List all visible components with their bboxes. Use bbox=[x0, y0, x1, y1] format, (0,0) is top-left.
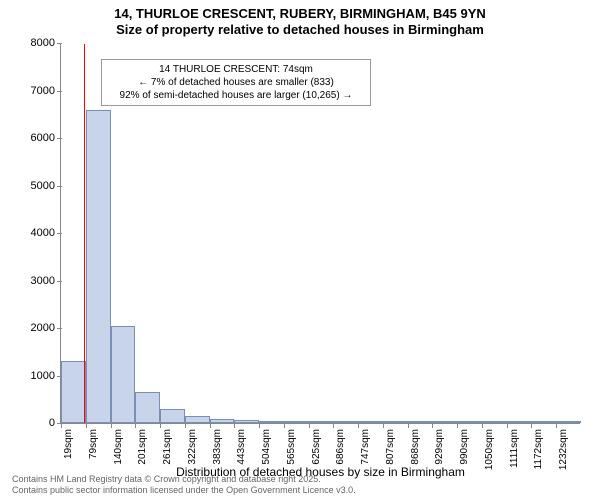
chart-title: 14, THURLOE CRESCENT, RUBERY, BIRMINGHAM… bbox=[0, 0, 600, 39]
histogram-bar bbox=[333, 421, 358, 423]
x-tick-mark bbox=[383, 423, 384, 428]
title-line-1: 14, THURLOE CRESCENT, RUBERY, BIRMINGHAM… bbox=[0, 6, 600, 22]
x-tick-mark bbox=[234, 423, 235, 428]
histogram-bar bbox=[111, 326, 136, 423]
histogram-bar bbox=[61, 361, 86, 423]
plot-region: Number of detached properties Distributi… bbox=[60, 44, 580, 424]
histogram-bar bbox=[309, 421, 334, 423]
histogram-bar bbox=[234, 420, 259, 423]
histogram-bar bbox=[210, 419, 235, 423]
x-tick-mark bbox=[185, 423, 186, 428]
x-tick-mark bbox=[432, 423, 433, 428]
title-line-2: Size of property relative to detached ho… bbox=[0, 22, 600, 38]
x-tick-mark bbox=[358, 423, 359, 428]
x-tick-mark bbox=[61, 423, 62, 428]
annotation-line-1: 14 THURLOE CRESCENT: 74sqm bbox=[108, 63, 364, 76]
x-tick-label: 868sqm bbox=[410, 429, 421, 465]
x-tick-label: 625sqm bbox=[311, 429, 322, 465]
x-tick-mark bbox=[556, 423, 557, 428]
y-tick: 4000 bbox=[31, 227, 61, 239]
x-tick-label: 140sqm bbox=[113, 429, 124, 465]
y-tick: 5000 bbox=[31, 180, 61, 192]
histogram-bar bbox=[135, 392, 160, 423]
annotation-box: 14 THURLOE CRESCENT: 74sqm ← 7% of detac… bbox=[101, 59, 371, 106]
x-tick-mark bbox=[135, 423, 136, 428]
x-tick-label: 807sqm bbox=[385, 429, 396, 465]
x-tick-label: 990sqm bbox=[459, 429, 470, 465]
x-tick-mark bbox=[160, 423, 161, 428]
x-tick-mark bbox=[457, 423, 458, 428]
x-tick-mark bbox=[531, 423, 532, 428]
x-tick-label: 747sqm bbox=[360, 429, 371, 465]
histogram-bar bbox=[556, 421, 581, 423]
property-marker-line bbox=[84, 44, 85, 423]
y-tick: 8000 bbox=[31, 37, 61, 49]
y-tick: 7000 bbox=[31, 85, 61, 97]
x-tick-mark bbox=[284, 423, 285, 428]
x-tick-mark bbox=[259, 423, 260, 428]
annotation-line-3: 92% of semi-detached houses are larger (… bbox=[108, 89, 364, 102]
x-tick-label: 443sqm bbox=[236, 429, 247, 465]
footer-attribution: Contains HM Land Registry data © Crown c… bbox=[12, 474, 356, 496]
y-tick: 0 bbox=[49, 417, 61, 429]
histogram-bar bbox=[86, 110, 111, 424]
histogram-bar bbox=[457, 421, 482, 423]
x-tick-mark bbox=[210, 423, 211, 428]
x-tick-label: 261sqm bbox=[162, 429, 173, 465]
x-tick-label: 1050sqm bbox=[484, 429, 495, 470]
x-tick-mark bbox=[309, 423, 310, 428]
x-tick-label: 1232sqm bbox=[558, 429, 569, 470]
x-tick-label: 383sqm bbox=[212, 429, 223, 465]
x-tick-label: 929sqm bbox=[434, 429, 445, 465]
x-tick-mark bbox=[408, 423, 409, 428]
x-tick-label: 686sqm bbox=[335, 429, 346, 465]
x-tick-label: 1111sqm bbox=[509, 429, 520, 468]
y-tick: 6000 bbox=[31, 132, 61, 144]
annotation-line-2: ← 7% of detached houses are smaller (833… bbox=[108, 76, 364, 89]
y-tick: 2000 bbox=[31, 322, 61, 334]
x-tick-mark bbox=[333, 423, 334, 428]
histogram-bar bbox=[432, 421, 457, 423]
x-tick-label: 1172sqm bbox=[533, 429, 544, 469]
histogram-bar bbox=[507, 421, 532, 423]
footer-line-2: Contains public sector information licen… bbox=[12, 485, 356, 496]
histogram-bar bbox=[358, 421, 383, 423]
x-tick-label: 19sqm bbox=[63, 429, 74, 459]
y-tick: 1000 bbox=[31, 370, 61, 382]
x-tick-mark bbox=[482, 423, 483, 428]
x-tick-label: 565sqm bbox=[286, 429, 297, 465]
x-tick-label: 504sqm bbox=[261, 429, 272, 465]
x-tick-mark bbox=[86, 423, 87, 428]
histogram-bar bbox=[408, 421, 433, 423]
histogram-bar bbox=[482, 421, 507, 423]
x-tick-label: 201sqm bbox=[137, 429, 148, 465]
histogram-bar bbox=[284, 421, 309, 423]
x-tick-mark bbox=[111, 423, 112, 428]
histogram-bar bbox=[185, 416, 210, 423]
histogram-bar bbox=[259, 421, 284, 423]
histogram-bar bbox=[160, 409, 185, 423]
x-tick-label: 322sqm bbox=[187, 429, 198, 465]
y-tick: 3000 bbox=[31, 275, 61, 287]
x-tick-label: 79sqm bbox=[88, 429, 99, 459]
x-tick-mark bbox=[507, 423, 508, 428]
histogram-bar bbox=[531, 421, 556, 423]
chart-area: Number of detached properties Distributi… bbox=[60, 44, 580, 424]
histogram-bar bbox=[383, 421, 408, 423]
footer-line-1: Contains HM Land Registry data © Crown c… bbox=[12, 474, 356, 485]
